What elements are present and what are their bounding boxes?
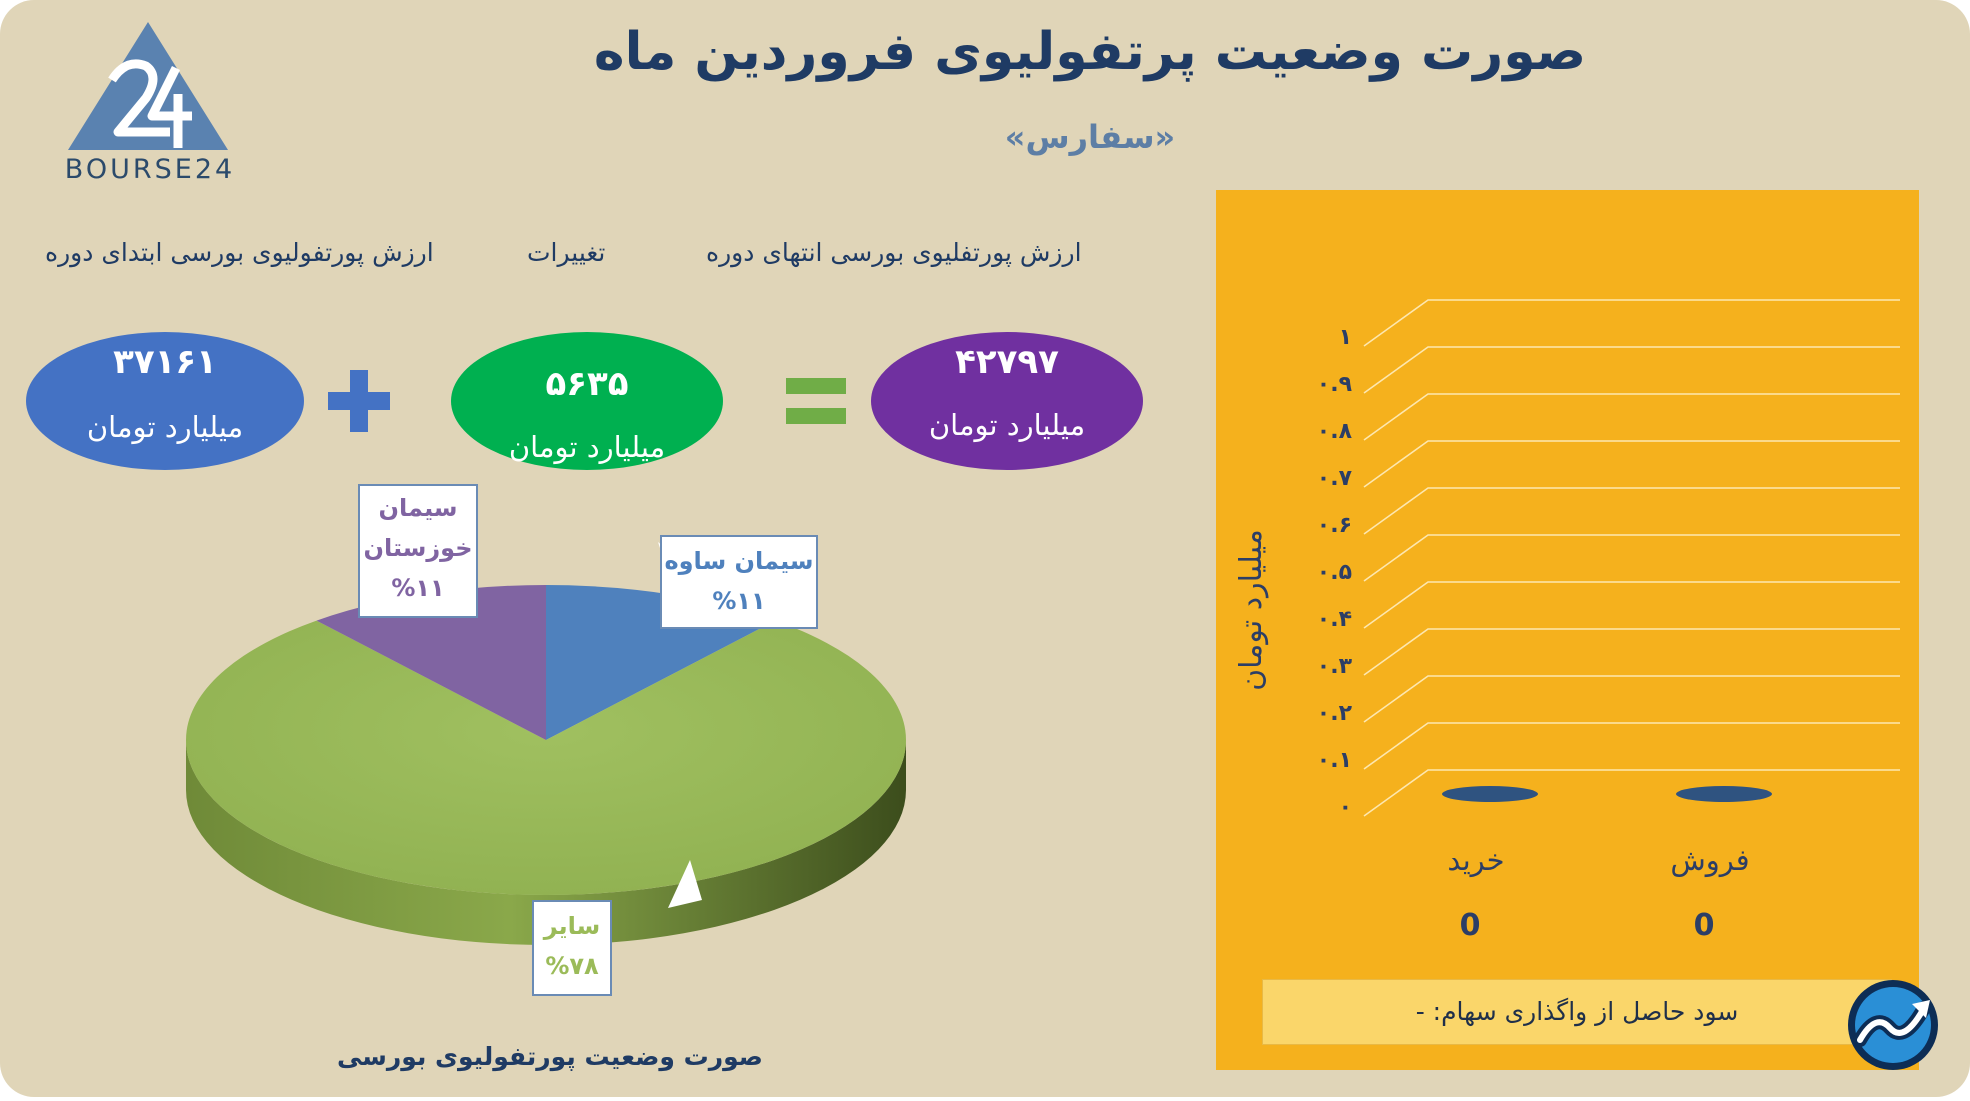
- gridline: [1363, 440, 1900, 488]
- start-value-ellipse: ۳۷۱۶۱ میلیارد تومان: [26, 332, 304, 470]
- bar-data-label: 0: [1460, 908, 1481, 943]
- y-tick-label: ۰: [1339, 795, 1352, 820]
- profit-box: سود حاصل از واگذاری سهام: -: [1262, 979, 1892, 1045]
- callout-saveh-name: سیمان ساوه: [664, 547, 814, 575]
- x-category-label: خرید: [1447, 843, 1504, 877]
- bar-cap: [1442, 786, 1538, 802]
- y-tick-label: ۰.۹: [1317, 372, 1352, 397]
- bourse24-logo: BOURSE24: [60, 20, 240, 190]
- buy-sell-panel: [1216, 190, 1919, 1070]
- callout-khuzestan-percent: %۱۱: [391, 574, 445, 602]
- logo-triangle-icon: [68, 22, 228, 150]
- start-value-label: ارزش پورتفولیوی بورسی ابتدای دوره: [45, 238, 434, 267]
- gridline: [1363, 393, 1900, 441]
- callout-khuzestan: سیمان خوزستان %۱۱: [358, 484, 478, 618]
- gridline: [1363, 769, 1900, 817]
- callout-other-pointer: [668, 860, 702, 908]
- gridline: [1363, 581, 1900, 629]
- y-tick-label: ۰.۲: [1317, 701, 1353, 726]
- end-value-label: ارزش پورتفلیوی بورسی انتهای دوره: [706, 238, 1082, 267]
- change-unit: میلیارد تومان: [508, 430, 666, 464]
- end-value: ۴۲۷۹۷: [955, 342, 1059, 382]
- callout-other: سایر %۷۸: [532, 900, 612, 996]
- buy-sell-chart: ۰ ۰.۱ ۰.۲ ۰.۳ ۰.۴ ۰.۵ ۰.۶ ۰.۷ ۰.۸ ۰.۹ ۱ میلیارد توم…: [1234, 299, 1900, 943]
- callout-saveh-percent: %۱۱: [712, 587, 766, 615]
- logo-text: BOURSE24: [64, 154, 236, 185]
- gridline: [1363, 534, 1900, 582]
- x-category-label: فروش: [1670, 843, 1749, 877]
- change-value-ellipse: ۵۶۳۵ میلیارد تومان: [451, 332, 723, 470]
- y-tick-label: ۰.۸: [1317, 419, 1353, 444]
- pie-slice-other: [185, 620, 907, 896]
- end-value-ellipse: ۴۲۷۹۷ میلیارد تومان: [871, 332, 1143, 470]
- bar-data-label: 0: [1694, 908, 1715, 943]
- page-title: صورت وضعیت پرتفولیوی فروردین ماه: [593, 22, 1587, 82]
- gridline: [1363, 487, 1900, 535]
- change-value: ۵۶۳۵: [545, 364, 629, 404]
- gridline: [1363, 722, 1900, 770]
- y-axis-title: میلیارد تومان: [1234, 529, 1269, 691]
- page-subtitle: «سفارس»: [1004, 118, 1176, 156]
- callout-other-percent: %۷۸: [545, 952, 599, 980]
- callout-khuzestan-name1: سیمان: [378, 494, 458, 522]
- callout-saveh: سیمان ساوه %۱۱: [660, 535, 818, 629]
- gridline: [1363, 299, 1900, 347]
- plus-sign-icon: [328, 370, 390, 432]
- y-tick-label: ۰.۶: [1317, 513, 1352, 538]
- pie-chart-title: صورت وضعیت پورتفولیوی بورسی: [337, 1042, 763, 1071]
- y-tick-label: ۰.۷: [1317, 466, 1353, 491]
- y-tick-label: ۰.۳: [1317, 654, 1353, 679]
- y-tick-label: ۰.۵: [1317, 560, 1352, 585]
- callout-khuzestan-name2: خوزستان: [363, 534, 473, 562]
- end-unit: میلیارد تومان: [928, 408, 1086, 442]
- gridline: [1363, 628, 1900, 676]
- y-tick-label: ۰.۴: [1317, 607, 1352, 632]
- callout-other-name: سایر: [543, 912, 601, 940]
- trend-logo-icon: [1846, 978, 1940, 1072]
- gridline: [1363, 346, 1900, 394]
- bar-cap: [1676, 786, 1772, 802]
- y-tick-label: ۰.۱: [1317, 748, 1352, 773]
- equals-sign-icon: [786, 376, 846, 426]
- y-tick-label: ۱: [1339, 325, 1352, 350]
- start-unit: میلیارد تومان: [86, 410, 244, 444]
- start-value: ۳۷۱۶۱: [113, 342, 217, 382]
- gridline: [1363, 675, 1900, 723]
- change-label: تغییرات: [527, 238, 606, 267]
- pie-slice-khuzestan: [316, 585, 546, 740]
- pie-side: [186, 740, 906, 945]
